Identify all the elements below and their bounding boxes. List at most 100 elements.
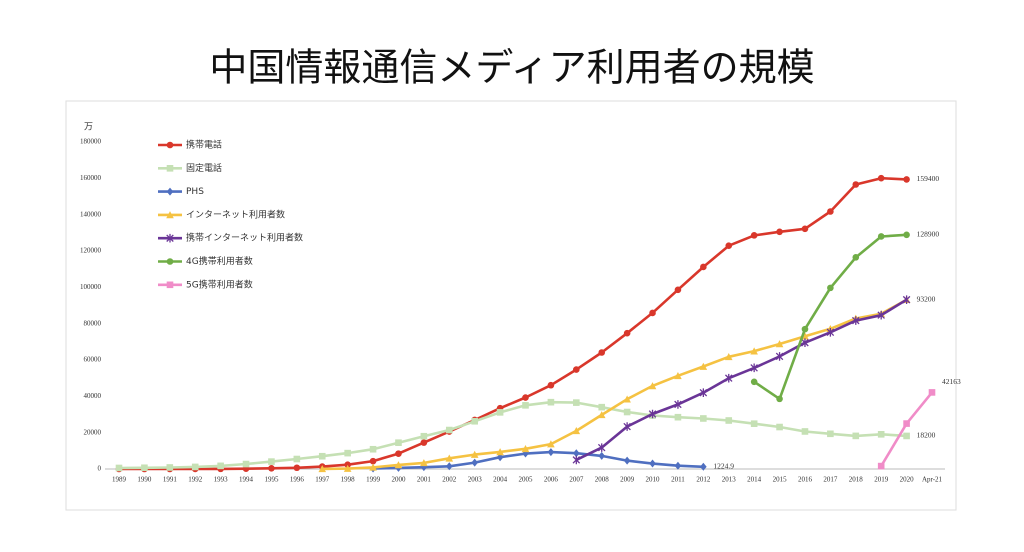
data-point <box>724 353 733 361</box>
data-point <box>166 464 174 471</box>
data-point <box>674 413 682 421</box>
legend-label: 携帯電話 <box>186 139 222 151</box>
data-point <box>597 411 606 419</box>
data-point <box>750 363 758 373</box>
data-point <box>343 464 352 472</box>
data-point <box>572 427 581 435</box>
data-point <box>775 352 784 361</box>
y-tick-label: 0 <box>98 465 102 473</box>
y-tick-label: 100000 <box>80 283 102 291</box>
x-tick-label: 2002 <box>442 476 457 484</box>
x-tick-label: 1995 <box>264 476 279 484</box>
x-tick-label: 1997 <box>315 476 330 484</box>
data-point <box>903 176 910 183</box>
data-point <box>445 454 454 462</box>
x-tick-label: 1994 <box>239 476 254 484</box>
data-point <box>470 450 479 458</box>
data-point <box>521 445 530 453</box>
legend-label: 4G携帯利用者数 <box>186 255 253 267</box>
x-tick-label: 2009 <box>620 476 635 484</box>
data-point <box>776 395 783 403</box>
data-point <box>750 420 758 427</box>
data-point <box>649 459 656 468</box>
data-point <box>801 428 809 435</box>
data-point <box>852 181 860 188</box>
y-tick-label: 180000 <box>80 138 102 146</box>
data-point <box>724 373 733 383</box>
data-point <box>801 338 809 347</box>
data-point <box>598 349 606 356</box>
data-point <box>522 394 529 401</box>
x-tick-label: 2007 <box>569 476 584 484</box>
series-line <box>119 176 907 471</box>
data-point <box>902 295 911 304</box>
data-point <box>623 408 631 416</box>
plot-frame <box>65 100 957 511</box>
data-point <box>877 174 885 182</box>
legend-marker <box>166 141 174 149</box>
x-tick-label: 2018 <box>849 476 864 484</box>
x-tick-label: 2006 <box>544 476 559 484</box>
data-point <box>522 402 529 409</box>
data-point <box>496 448 504 456</box>
data-point <box>318 452 326 460</box>
x-tick-label: 2001 <box>417 476 432 484</box>
data-point <box>217 462 224 470</box>
x-tick-label: 2013 <box>722 476 737 484</box>
legend-marker <box>166 233 174 243</box>
data-point <box>369 445 377 453</box>
data-point <box>700 263 707 271</box>
x-tick-label: 2004 <box>493 476 508 484</box>
data-point <box>725 242 733 250</box>
data-point <box>877 430 885 438</box>
data-point <box>674 286 682 294</box>
data-point <box>115 464 123 472</box>
data-point <box>268 458 275 465</box>
data-point <box>903 432 910 440</box>
data-point <box>420 432 428 440</box>
x-tick-label: 1991 <box>163 476 178 484</box>
series-line <box>373 450 704 470</box>
data-point <box>750 378 758 386</box>
data-point <box>395 450 402 457</box>
x-tick-label: 2003 <box>468 476 483 484</box>
y-tick-label: 140000 <box>80 210 102 218</box>
data-point <box>573 399 580 406</box>
data-point <box>623 329 631 337</box>
data-point <box>191 463 199 471</box>
data-point <box>648 409 657 419</box>
data-point <box>268 465 275 472</box>
data-point <box>827 430 834 438</box>
x-tick-label: 1989 <box>112 476 127 484</box>
y-tick-label: 40000 <box>84 392 102 400</box>
data-point <box>623 395 631 403</box>
data-point <box>547 448 555 457</box>
x-tick-label: 2005 <box>519 476 534 484</box>
data-point <box>293 464 301 472</box>
y-tick-label: 20000 <box>84 428 102 436</box>
data-point <box>776 423 783 431</box>
data-point <box>649 309 656 317</box>
end-label: 128900 <box>917 230 940 239</box>
x-tick-label: 2010 <box>646 476 661 484</box>
series-line <box>322 298 908 471</box>
data-point <box>750 347 758 355</box>
x-tick-label: 1992 <box>188 476 203 484</box>
legend-label: 携帯インターネット利用者数 <box>186 232 303 244</box>
legend-marker <box>166 258 174 265</box>
x-tick-label: 2000 <box>391 476 406 484</box>
data-point <box>877 310 885 320</box>
data-point <box>852 316 860 325</box>
legend-label: PHS <box>186 187 204 197</box>
x-tick-label: 1998 <box>341 476 356 484</box>
data-point <box>395 439 402 446</box>
chart-title: 中国情報通信メディア利用者の規模 <box>209 46 814 90</box>
x-tick-label: 1999 <box>366 476 381 484</box>
x-tick-label: 2017 <box>823 476 838 484</box>
data-point <box>369 463 377 471</box>
data-point <box>496 409 504 416</box>
data-point <box>648 382 657 390</box>
y-unit: 万 <box>84 123 93 133</box>
data-point <box>598 403 606 411</box>
